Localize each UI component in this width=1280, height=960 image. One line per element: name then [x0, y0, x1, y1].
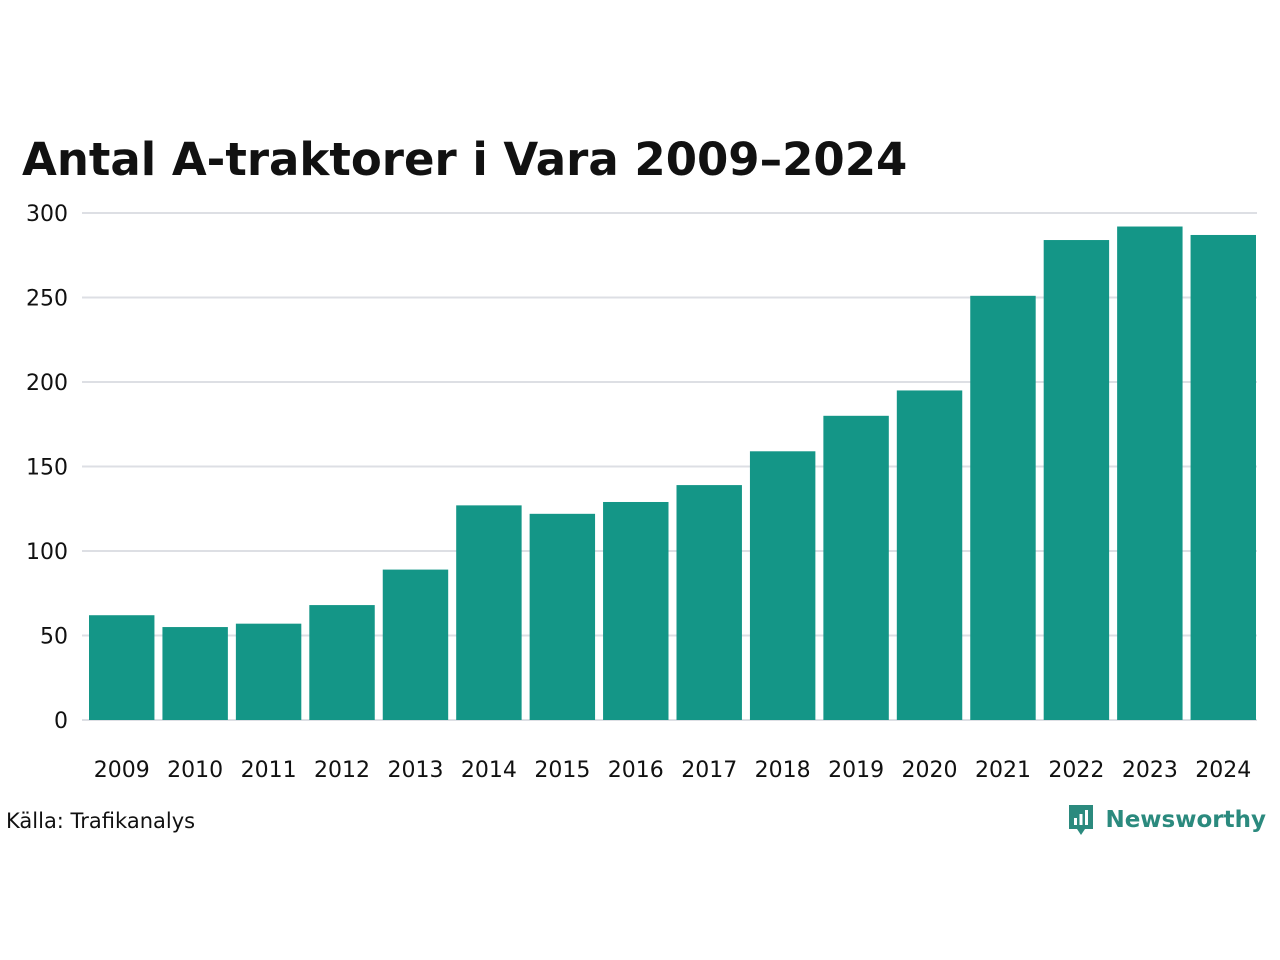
bar-2024	[1190, 234, 1256, 720]
x-tick-label: 2022	[1048, 758, 1104, 783]
chart-title: Antal A-traktorer i Vara 2009–2024	[22, 133, 908, 186]
x-tick-label: 2023	[1122, 758, 1178, 783]
bar-2014	[456, 505, 522, 720]
bars	[89, 226, 1256, 721]
x-tick-label: 2017	[681, 758, 737, 783]
brand-name: Newsworthy	[1105, 807, 1266, 833]
x-tick-label: 2013	[387, 758, 443, 783]
x-tick-label: 2014	[461, 758, 517, 783]
source-note: Källa: Trafikanalys	[6, 809, 196, 833]
y-tick-label: 250	[26, 287, 68, 312]
y-tick-label: 50	[40, 625, 68, 650]
y-tick-label: 100	[26, 540, 68, 565]
bar-2017	[676, 485, 742, 720]
x-axis-ticks: 2009 2010 2011 2012 2013 2014 2015 2016 2017 2018…	[94, 758, 1252, 783]
bar-2010	[162, 627, 228, 720]
bar-2022	[1043, 240, 1110, 721]
bar-2023	[1117, 226, 1183, 720]
bar-2009	[89, 615, 155, 720]
y-tick-label: 300	[26, 202, 68, 227]
bar-2019	[823, 415, 889, 720]
y-tick-label: 150	[26, 456, 68, 481]
y-tick-label: 200	[26, 371, 68, 396]
bar-2013	[382, 569, 449, 720]
x-tick-label: 2018	[755, 758, 811, 783]
x-tick-label: 2011	[241, 758, 297, 783]
x-tick-label: 2010	[167, 758, 223, 783]
newsworthy-logo-icon	[1069, 805, 1094, 835]
y-tick-label: 0	[54, 709, 68, 734]
bar-2021	[970, 295, 1036, 720]
y-axis-ticks: 0 50 100 150 200 250 300	[26, 202, 68, 734]
x-tick-label: 2020	[902, 758, 958, 783]
x-tick-label: 2016	[608, 758, 664, 783]
x-tick-label: 2019	[828, 758, 884, 783]
bar-2016	[603, 501, 669, 720]
x-tick-label: 2024	[1195, 758, 1251, 783]
x-tick-label: 2015	[534, 758, 590, 783]
bar-2015	[529, 513, 596, 720]
bar-2020	[896, 390, 963, 720]
x-tick-label: 2009	[94, 758, 150, 783]
x-tick-label: 2012	[314, 758, 370, 783]
brand: Newsworthy	[1067, 803, 1266, 837]
bar-2011	[235, 623, 302, 720]
bar-2012	[309, 605, 375, 720]
bar-2018	[749, 451, 816, 720]
x-tick-label: 2021	[975, 758, 1031, 783]
